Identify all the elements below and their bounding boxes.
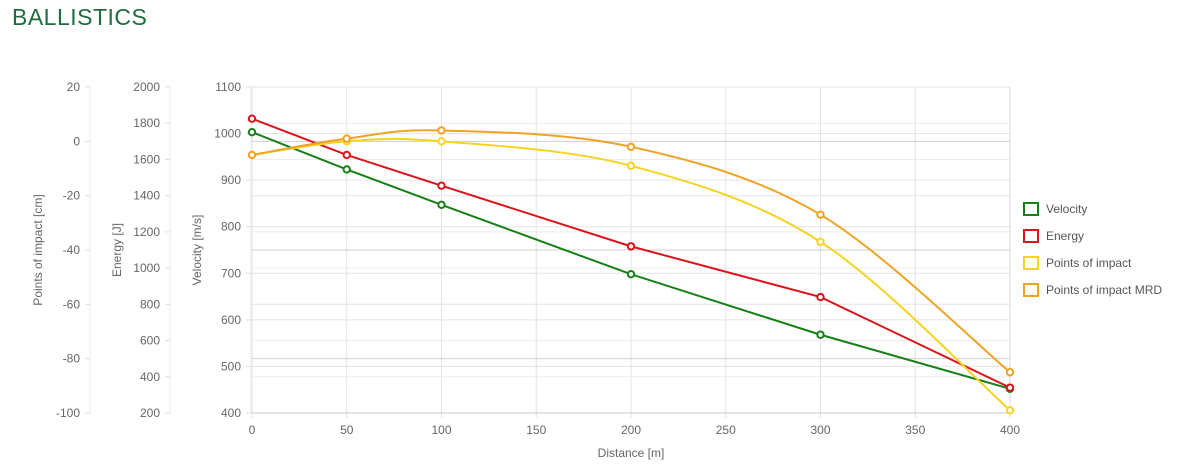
velocity-tick-label: 1100: [215, 80, 241, 94]
poi-tick-label: -60: [63, 297, 81, 311]
legend-label: Points of impact: [1046, 256, 1132, 270]
points-of-impact-mrd-point[interactable]: [816, 210, 825, 219]
x-tick-label: 50: [340, 423, 354, 437]
legend-swatch: [1023, 229, 1039, 243]
points-of-impact-point[interactable]: [1005, 406, 1015, 415]
x-tick-label: 0: [249, 423, 256, 437]
energy-tick-label: 800: [140, 297, 160, 311]
points-of-impact-point[interactable]: [626, 161, 636, 170]
energy-point[interactable]: [1005, 383, 1015, 392]
poi-tick-label: -20: [63, 189, 81, 203]
x-tick-label: 150: [526, 423, 546, 437]
energy-tick-label: 1200: [133, 225, 160, 239]
energy-tick-label: 400: [140, 370, 160, 384]
velocity-point[interactable]: [626, 270, 636, 279]
legend-swatch: [1023, 283, 1039, 297]
legend-item-points-of-impact-mrd[interactable]: Points of impact MRD: [1023, 283, 1162, 297]
velocity-tick-label: 1000: [214, 127, 241, 141]
legend-swatch: [1023, 202, 1039, 216]
legend-swatch: [1023, 256, 1039, 270]
energy-tick-label: 1600: [133, 152, 160, 166]
energy-tick-label: 1000: [133, 261, 160, 275]
series: [247, 114, 1015, 415]
points-of-impact-point[interactable]: [437, 137, 446, 146]
velocity-point[interactable]: [816, 330, 825, 339]
energy-tick-label: 200: [140, 406, 160, 420]
points-of-impact-mrd-point[interactable]: [1005, 368, 1015, 377]
energy-tick-label: 600: [140, 334, 160, 348]
x-tick-label: 100: [431, 423, 451, 437]
velocity-axis-title: Velocity [m/s]: [190, 215, 204, 286]
points-of-impact-mrd-point[interactable]: [626, 142, 636, 151]
legend-item-points-of-impact[interactable]: Points of impact: [1023, 256, 1132, 270]
energy-point[interactable]: [816, 292, 825, 302]
velocity-tick-label: 500: [221, 359, 241, 373]
page-title: BALLISTICS: [12, 4, 148, 30]
velocity-tick-label: 900: [221, 173, 241, 187]
velocity-point[interactable]: [342, 165, 351, 174]
poi-axis-title: Points of impact [cm]: [31, 194, 45, 305]
legend[interactable]: Velocity Energy Points of impact Points of …: [1023, 202, 1162, 297]
legend-label: Energy: [1046, 229, 1084, 243]
points-of-impact-point[interactable]: [816, 237, 825, 247]
legend-item-velocity[interactable]: Velocity: [1023, 202, 1087, 216]
points-of-impact-mrd-point[interactable]: [437, 126, 446, 135]
velocity-line: [251, 131, 1011, 390]
x-axis-title: Distance [m]: [598, 446, 665, 460]
poi-tick-label: 0: [73, 134, 80, 148]
x-tick-label: 400: [1000, 423, 1020, 437]
x-tick-label: 200: [621, 423, 641, 437]
legend-label: Points of impact MRD: [1046, 283, 1162, 297]
poi-tick-label: -80: [63, 352, 81, 366]
energy-point[interactable]: [626, 242, 636, 251]
poi-tick-label: -40: [63, 243, 81, 257]
velocity-tick-label: 400: [221, 406, 241, 420]
energy-axis-title: Energy [J]: [110, 223, 124, 277]
x-tick-label: 300: [810, 423, 830, 437]
velocity-tick-label: 700: [221, 266, 241, 280]
axes: 0 50 100 150 200 250 300 350 400200-20-40-60-80-…: [31, 80, 1020, 460]
energy-point[interactable]: [342, 150, 351, 160]
poi-tick-label: -100: [56, 406, 80, 420]
energy-point[interactable]: [437, 181, 446, 190]
x-tick-label: 350: [905, 423, 925, 437]
energy-tick-label: 1400: [133, 189, 160, 203]
energy-tick-label: 2000: [133, 80, 160, 94]
points-of-impact-mrd-point[interactable]: [342, 134, 351, 143]
energy-line: [251, 117, 1011, 389]
x-tick-label: 250: [716, 423, 736, 437]
energy-point[interactable]: [247, 114, 257, 123]
velocity-tick-label: 600: [221, 313, 241, 327]
velocity-point[interactable]: [437, 200, 446, 210]
points-of-impact-mrd-point[interactable]: [247, 150, 257, 160]
velocity-point[interactable]: [247, 127, 257, 137]
legend-item-energy[interactable]: Energy: [1023, 229, 1084, 243]
energy-tick-label: 1800: [133, 116, 160, 130]
velocity-tick-label: 800: [221, 220, 241, 234]
poi-tick-label: 20: [67, 80, 81, 94]
legend-label: Velocity: [1046, 202, 1087, 216]
